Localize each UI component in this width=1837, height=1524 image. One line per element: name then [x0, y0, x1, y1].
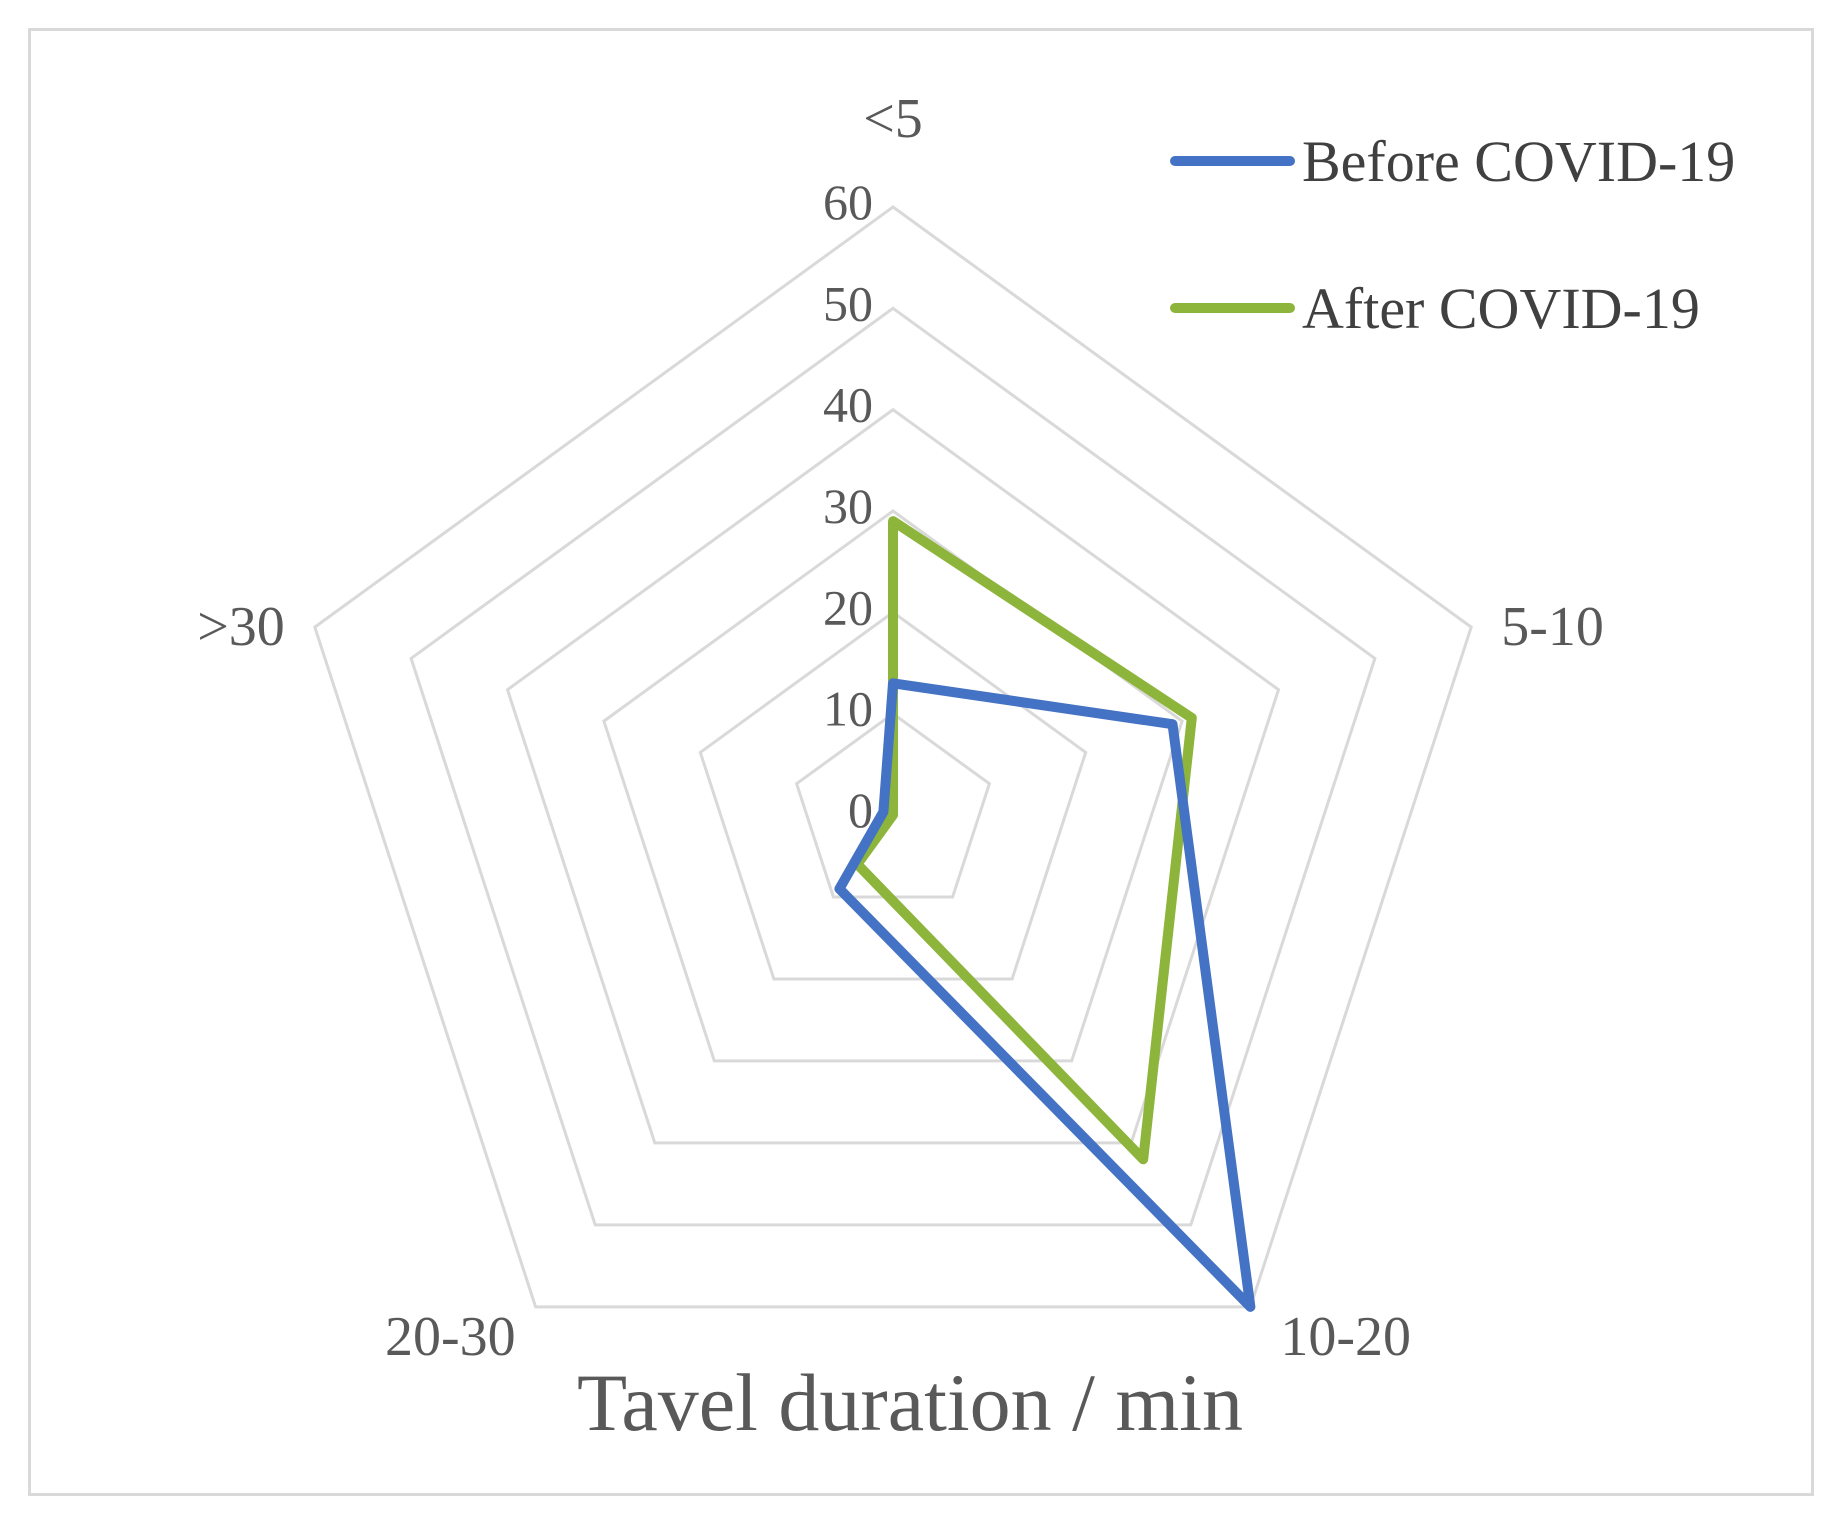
category-label-3: 20-30	[385, 1306, 516, 1368]
tick-label-40: 40	[823, 377, 873, 433]
category-label-1: 5-10	[1501, 596, 1604, 658]
grid-ring-50	[409, 306, 1377, 1227]
grid-ring-20	[698, 610, 1088, 981]
x-axis-title: Tavel duration / min	[577, 1357, 1243, 1448]
category-labels: <5 5-10 10-20 20-30 >30	[197, 88, 1604, 1368]
legend-label-before: Before COVID-19	[1302, 129, 1735, 194]
series-line-after	[852, 516, 1197, 1165]
legend: Before COVID-19 After COVID-19	[1170, 129, 1735, 341]
legend-label-after: After COVID-19	[1302, 276, 1700, 341]
grid-ring-40	[505, 407, 1281, 1145]
category-label-4: >30	[197, 596, 285, 658]
tick-label-60: 60	[823, 174, 873, 230]
chart-frame	[28, 28, 1814, 1496]
tick-label-10: 10	[823, 681, 873, 737]
tick-label-20: 20	[823, 579, 873, 635]
tick-label-50: 50	[823, 275, 873, 331]
grid-ring-60	[313, 205, 1473, 1309]
category-label-0: <5	[863, 88, 923, 150]
category-label-2: 10-20	[1280, 1306, 1411, 1368]
radar-grid	[313, 205, 1473, 1309]
series-line-before	[834, 678, 1256, 1312]
grid-ring-30	[602, 509, 1184, 1063]
series-layer	[834, 516, 1256, 1312]
tick-label-30: 30	[823, 478, 873, 534]
